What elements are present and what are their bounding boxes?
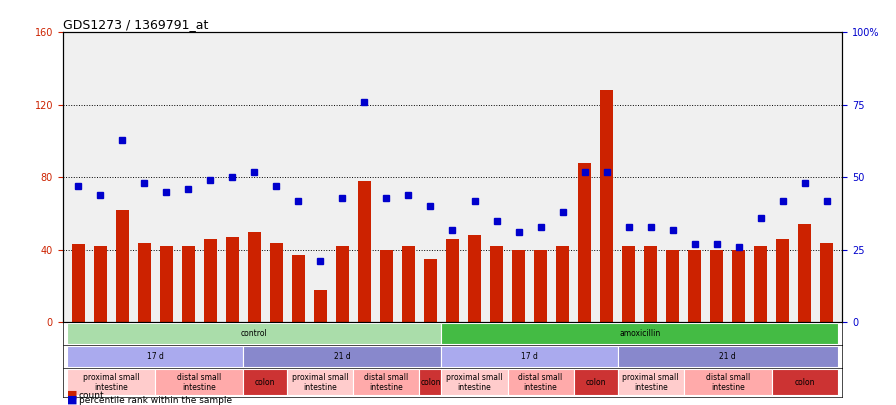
Bar bbox=[820, 243, 833, 322]
Bar bbox=[442, 369, 507, 395]
Bar bbox=[244, 346, 442, 367]
Bar bbox=[556, 246, 569, 322]
Text: colon: colon bbox=[420, 378, 441, 387]
Bar bbox=[247, 232, 261, 322]
Text: proximal small
intestine: proximal small intestine bbox=[623, 373, 679, 392]
Bar bbox=[419, 369, 442, 395]
Bar bbox=[684, 369, 771, 395]
Bar bbox=[644, 246, 658, 322]
Bar bbox=[67, 346, 244, 367]
Bar bbox=[771, 369, 838, 395]
Text: control: control bbox=[241, 329, 268, 338]
Text: proximal small
intestine: proximal small intestine bbox=[446, 373, 503, 392]
Text: distal small
intestine: distal small intestine bbox=[519, 373, 563, 392]
Text: 17 d: 17 d bbox=[147, 352, 164, 361]
Bar bbox=[732, 250, 745, 322]
Bar bbox=[182, 246, 194, 322]
Bar bbox=[203, 239, 217, 322]
Bar bbox=[798, 224, 812, 322]
Bar bbox=[711, 250, 723, 322]
Text: count: count bbox=[79, 391, 105, 400]
Bar bbox=[600, 90, 613, 322]
Text: 21 d: 21 d bbox=[719, 352, 737, 361]
Bar bbox=[578, 163, 591, 322]
Bar bbox=[617, 369, 684, 395]
Bar bbox=[776, 239, 789, 322]
Bar bbox=[754, 246, 767, 322]
Bar bbox=[442, 346, 617, 367]
Text: 17 d: 17 d bbox=[521, 352, 538, 361]
Bar bbox=[226, 237, 239, 322]
Text: ■: ■ bbox=[67, 390, 78, 400]
Bar bbox=[116, 210, 129, 322]
Bar bbox=[424, 259, 437, 322]
Text: distal small
intestine: distal small intestine bbox=[706, 373, 750, 392]
Text: proximal small
intestine: proximal small intestine bbox=[83, 373, 140, 392]
Bar bbox=[358, 181, 371, 322]
Bar bbox=[507, 369, 573, 395]
Bar bbox=[353, 369, 419, 395]
Text: GDS1273 / 1369791_at: GDS1273 / 1369791_at bbox=[63, 18, 208, 31]
Bar bbox=[292, 255, 305, 322]
Text: 21 d: 21 d bbox=[334, 352, 350, 361]
Bar bbox=[617, 346, 838, 367]
Text: colon: colon bbox=[795, 378, 815, 387]
Bar bbox=[67, 324, 442, 344]
Bar bbox=[336, 246, 349, 322]
Bar bbox=[688, 250, 702, 322]
Bar bbox=[244, 369, 288, 395]
Text: amoxicillin: amoxicillin bbox=[619, 329, 660, 338]
Text: ■: ■ bbox=[67, 395, 78, 405]
Text: percentile rank within the sample: percentile rank within the sample bbox=[79, 396, 232, 405]
Bar bbox=[155, 369, 244, 395]
Bar bbox=[468, 235, 481, 322]
Bar bbox=[288, 369, 353, 395]
Bar bbox=[138, 243, 151, 322]
Text: distal small
intestine: distal small intestine bbox=[365, 373, 409, 392]
Bar bbox=[512, 250, 525, 322]
Bar bbox=[490, 246, 504, 322]
Bar bbox=[159, 246, 173, 322]
Bar bbox=[380, 250, 393, 322]
Bar bbox=[314, 290, 327, 322]
Bar bbox=[72, 245, 85, 322]
Text: proximal small
intestine: proximal small intestine bbox=[292, 373, 349, 392]
Bar bbox=[534, 250, 547, 322]
Bar bbox=[622, 246, 635, 322]
Bar bbox=[270, 243, 283, 322]
Bar bbox=[67, 369, 155, 395]
Bar bbox=[446, 239, 459, 322]
Text: colon: colon bbox=[255, 378, 276, 387]
Bar bbox=[666, 250, 679, 322]
Text: distal small
intestine: distal small intestine bbox=[177, 373, 221, 392]
Bar bbox=[93, 246, 107, 322]
Bar bbox=[401, 246, 415, 322]
Bar bbox=[442, 324, 838, 344]
Text: colon: colon bbox=[585, 378, 606, 387]
Bar bbox=[573, 369, 617, 395]
